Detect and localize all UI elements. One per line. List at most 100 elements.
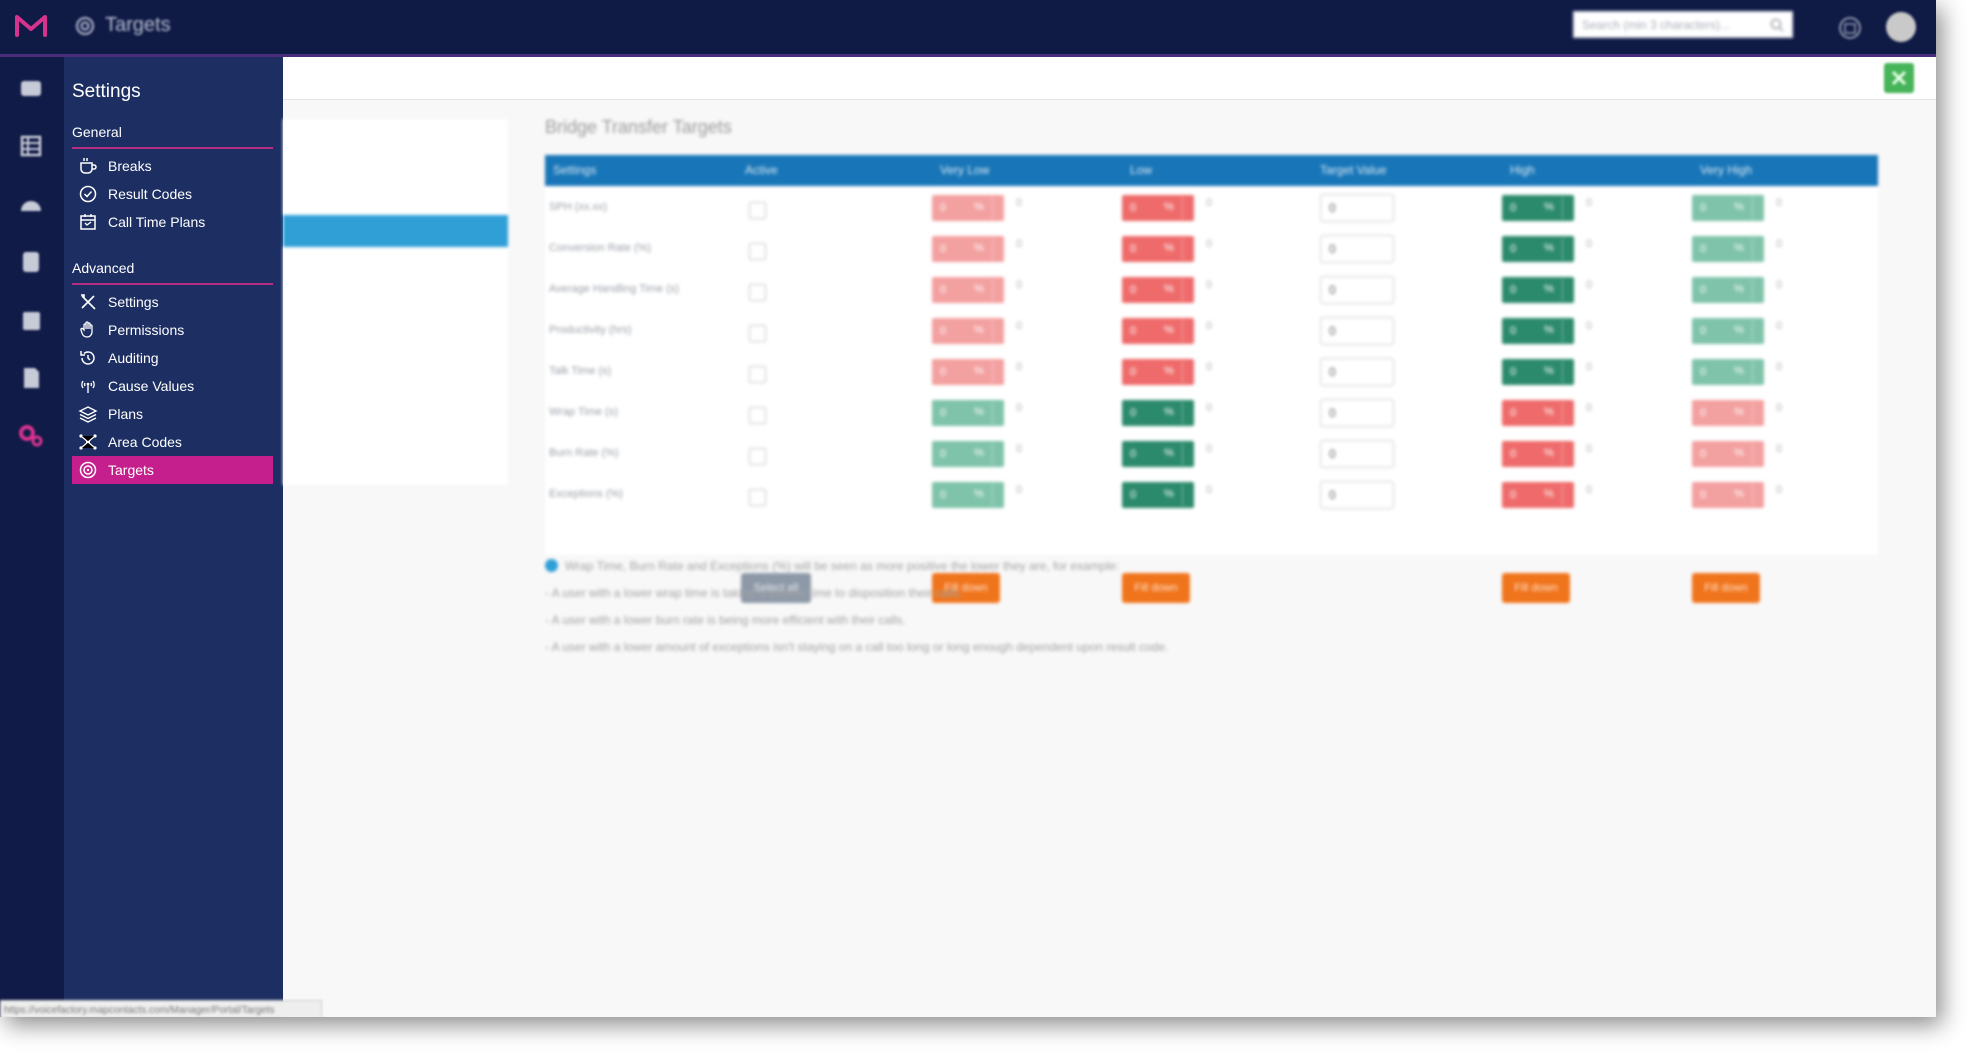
threshold-stepper-vlow[interactable]: 0%	[932, 441, 1004, 467]
stepper-arrows-icon[interactable]	[1182, 279, 1191, 301]
threshold-stepper-low[interactable]: 0%	[1122, 400, 1194, 426]
sidebar-item-targets[interactable]: Targets	[72, 456, 273, 484]
active-checkbox[interactable]	[749, 489, 766, 506]
target-value-input[interactable]: 0	[1320, 235, 1394, 263]
active-checkbox[interactable]	[749, 202, 766, 219]
sidebar-item-plans[interactable]: Plans	[72, 400, 273, 428]
stepper-arrows-icon[interactable]	[1562, 484, 1571, 506]
stepper-arrows-icon[interactable]	[992, 361, 1001, 383]
stepper-arrows-icon[interactable]	[992, 238, 1001, 260]
stepper-arrows-icon[interactable]	[1182, 443, 1191, 465]
fill-down-button-very-high[interactable]: Fill down	[1692, 573, 1760, 603]
stepper-arrows-icon[interactable]	[1752, 484, 1761, 506]
search-input[interactable]: Search (min 3 characters)...	[1573, 11, 1793, 38]
stepper-arrows-icon[interactable]	[1752, 320, 1761, 342]
threshold-stepper-vlow[interactable]: 0%	[932, 236, 1004, 262]
stepper-arrows-icon[interactable]	[1182, 361, 1191, 383]
database-icon[interactable]	[16, 247, 46, 277]
sidebar-item-permissions[interactable]: Permissions	[72, 316, 273, 344]
stepper-arrows-icon[interactable]	[1182, 320, 1191, 342]
list-item-selected[interactable]	[283, 215, 508, 247]
sidebar-item-breaks[interactable]: Breaks	[72, 152, 273, 180]
dashboard-icon[interactable]	[16, 73, 46, 103]
target-value-input[interactable]: 0	[1320, 317, 1394, 345]
gauge-icon[interactable]	[16, 189, 46, 219]
stepper-arrows-icon[interactable]	[992, 484, 1001, 506]
threshold-stepper-vlow[interactable]: 0%	[932, 318, 1004, 344]
stepper-arrows-icon[interactable]	[1752, 402, 1761, 424]
threshold-stepper-high[interactable]: 0%	[1502, 277, 1574, 303]
grid-table-icon[interactable]	[16, 131, 46, 161]
sidebar-item-call-time-plans[interactable]: Call Time Plans	[72, 208, 273, 236]
select-all-button[interactable]: Select all	[741, 573, 811, 603]
stepper-arrows-icon[interactable]	[1182, 197, 1191, 219]
threshold-stepper-vhigh[interactable]: 0%	[1692, 318, 1764, 344]
sidebar-item-result-codes[interactable]: Result Codes	[72, 180, 273, 208]
threshold-stepper-vlow[interactable]: 0%	[932, 400, 1004, 426]
stepper-arrows-icon[interactable]	[1752, 279, 1761, 301]
threshold-stepper-vhigh[interactable]: 0%	[1692, 400, 1764, 426]
stepper-arrows-icon[interactable]	[1182, 484, 1191, 506]
fill-down-button-low[interactable]: Fill down	[1122, 573, 1190, 603]
stepper-arrows-icon[interactable]	[1562, 443, 1571, 465]
threshold-stepper-vlow[interactable]: 0%	[932, 359, 1004, 385]
stepper-arrows-icon[interactable]	[992, 320, 1001, 342]
active-checkbox[interactable]	[749, 407, 766, 424]
threshold-stepper-low[interactable]: 0%	[1122, 195, 1194, 221]
threshold-stepper-vlow[interactable]: 0%	[932, 482, 1004, 508]
target-value-input[interactable]: 0	[1320, 481, 1394, 509]
stepper-arrows-icon[interactable]	[1562, 238, 1571, 260]
sidebar-item-area-codes[interactable]: Area Codes	[72, 428, 273, 456]
sidebar-item-settings[interactable]: Settings	[72, 288, 273, 316]
target-value-input[interactable]: 0	[1320, 440, 1394, 468]
stepper-arrows-icon[interactable]	[992, 279, 1001, 301]
active-checkbox[interactable]	[749, 243, 766, 260]
contacts-icon[interactable]	[16, 305, 46, 335]
fill-down-button-very-low[interactable]: Fill down	[932, 573, 1000, 603]
threshold-stepper-high[interactable]: 0%	[1502, 482, 1574, 508]
target-value-input[interactable]: 0	[1320, 194, 1394, 222]
threshold-stepper-low[interactable]: 0%	[1122, 277, 1194, 303]
stepper-arrows-icon[interactable]	[1562, 320, 1571, 342]
stepper-arrows-icon[interactable]	[1752, 197, 1761, 219]
stepper-arrows-icon[interactable]	[1182, 402, 1191, 424]
export-excel-button[interactable]	[1884, 63, 1914, 93]
active-checkbox[interactable]	[749, 366, 766, 383]
settings-gears-icon[interactable]	[16, 421, 46, 451]
threshold-stepper-high[interactable]: 0%	[1502, 236, 1574, 262]
stepper-arrows-icon[interactable]	[1752, 238, 1761, 260]
threshold-stepper-vlow[interactable]: 0%	[932, 277, 1004, 303]
threshold-stepper-vhigh[interactable]: 0%	[1692, 277, 1764, 303]
threshold-stepper-high[interactable]: 0%	[1502, 318, 1574, 344]
threshold-stepper-high[interactable]: 0%	[1502, 359, 1574, 385]
stepper-arrows-icon[interactable]	[1562, 279, 1571, 301]
active-checkbox[interactable]	[749, 284, 766, 301]
help-icon[interactable]	[1838, 16, 1862, 40]
fill-down-button-high[interactable]: Fill down	[1502, 573, 1570, 603]
stepper-arrows-icon[interactable]	[1562, 361, 1571, 383]
threshold-stepper-low[interactable]: 0%	[1122, 441, 1194, 467]
active-checkbox[interactable]	[749, 325, 766, 342]
sidebar-item-auditing[interactable]: Auditing	[72, 344, 273, 372]
stepper-arrows-icon[interactable]	[992, 402, 1001, 424]
active-checkbox[interactable]	[749, 448, 766, 465]
brand-logo-icon[interactable]	[14, 13, 48, 39]
target-value-input[interactable]: 0	[1320, 358, 1394, 386]
threshold-stepper-high[interactable]: 0%	[1502, 400, 1574, 426]
stepper-arrows-icon[interactable]	[1182, 238, 1191, 260]
threshold-stepper-vhigh[interactable]: 0%	[1692, 359, 1764, 385]
target-value-input[interactable]: 0	[1320, 399, 1394, 427]
target-value-input[interactable]: 0	[1320, 276, 1394, 304]
stepper-arrows-icon[interactable]	[992, 197, 1001, 219]
threshold-stepper-vlow[interactable]: 0%	[932, 195, 1004, 221]
stepper-arrows-icon[interactable]	[1752, 443, 1761, 465]
stepper-arrows-icon[interactable]	[1752, 361, 1761, 383]
stepper-arrows-icon[interactable]	[1562, 402, 1571, 424]
threshold-stepper-low[interactable]: 0%	[1122, 359, 1194, 385]
stepper-arrows-icon[interactable]	[1562, 197, 1571, 219]
threshold-stepper-vhigh[interactable]: 0%	[1692, 482, 1764, 508]
user-avatar[interactable]	[1886, 12, 1916, 42]
sidebar-item-cause-values[interactable]: Cause Values	[72, 372, 273, 400]
threshold-stepper-vhigh[interactable]: 0%	[1692, 441, 1764, 467]
threshold-stepper-high[interactable]: 0%	[1502, 195, 1574, 221]
